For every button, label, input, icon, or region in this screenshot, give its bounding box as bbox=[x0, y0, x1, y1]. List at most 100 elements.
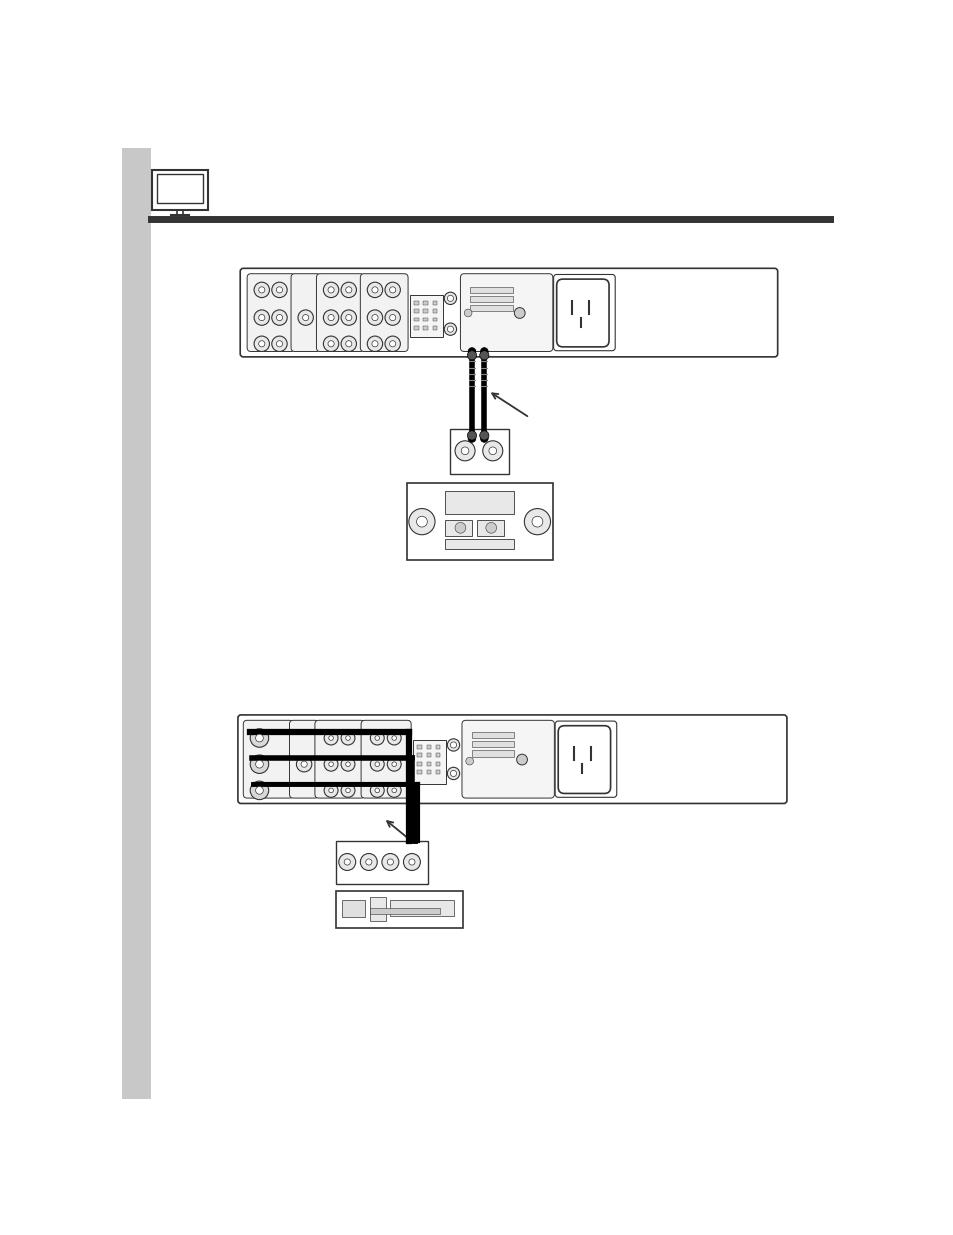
FancyBboxPatch shape bbox=[314, 720, 365, 798]
Circle shape bbox=[385, 282, 400, 298]
Circle shape bbox=[375, 788, 379, 793]
FancyBboxPatch shape bbox=[360, 274, 408, 352]
Bar bbox=[436, 753, 440, 757]
Bar bbox=[416, 753, 421, 757]
Circle shape bbox=[338, 853, 355, 871]
Circle shape bbox=[514, 308, 524, 319]
Bar bbox=[470, 287, 513, 293]
Bar bbox=[370, 898, 385, 920]
FancyBboxPatch shape bbox=[553, 274, 615, 351]
Circle shape bbox=[447, 739, 459, 751]
Circle shape bbox=[328, 341, 334, 347]
Circle shape bbox=[250, 729, 269, 747]
Circle shape bbox=[341, 731, 355, 745]
Bar bbox=[341, 900, 365, 918]
Circle shape bbox=[360, 853, 376, 871]
Bar bbox=[413, 740, 445, 784]
Bar bbox=[433, 326, 436, 330]
FancyBboxPatch shape bbox=[237, 715, 786, 804]
Circle shape bbox=[372, 287, 377, 293]
Bar bbox=[476, 520, 504, 536]
Circle shape bbox=[385, 310, 400, 325]
Circle shape bbox=[464, 309, 472, 317]
Bar bbox=[414, 317, 418, 321]
Circle shape bbox=[444, 293, 456, 305]
Circle shape bbox=[485, 522, 497, 534]
Circle shape bbox=[272, 336, 287, 352]
Circle shape bbox=[372, 341, 377, 347]
FancyBboxPatch shape bbox=[291, 274, 320, 352]
Circle shape bbox=[465, 757, 473, 764]
Bar bbox=[436, 762, 440, 766]
Bar bbox=[423, 326, 428, 330]
Circle shape bbox=[387, 731, 400, 745]
Circle shape bbox=[345, 736, 350, 740]
Circle shape bbox=[480, 347, 488, 356]
Circle shape bbox=[255, 787, 263, 794]
Circle shape bbox=[323, 336, 338, 352]
Circle shape bbox=[392, 762, 396, 767]
Circle shape bbox=[387, 858, 393, 864]
Bar bbox=[406, 483, 552, 561]
Circle shape bbox=[323, 310, 338, 325]
Circle shape bbox=[329, 788, 333, 793]
FancyBboxPatch shape bbox=[243, 720, 293, 798]
Circle shape bbox=[460, 447, 469, 454]
Circle shape bbox=[329, 736, 333, 740]
Bar bbox=[152, 169, 208, 210]
Bar bbox=[426, 745, 431, 748]
FancyBboxPatch shape bbox=[460, 274, 552, 352]
Circle shape bbox=[341, 336, 356, 352]
Circle shape bbox=[276, 287, 282, 293]
Bar bbox=[433, 300, 436, 305]
Bar bbox=[416, 745, 421, 748]
Circle shape bbox=[467, 351, 476, 359]
Circle shape bbox=[375, 736, 379, 740]
Circle shape bbox=[370, 757, 384, 771]
Circle shape bbox=[370, 783, 384, 798]
Circle shape bbox=[329, 762, 333, 767]
Circle shape bbox=[258, 315, 265, 321]
Circle shape bbox=[365, 858, 372, 864]
Circle shape bbox=[250, 782, 269, 799]
Bar bbox=[470, 305, 513, 311]
Circle shape bbox=[258, 341, 265, 347]
Bar bbox=[426, 753, 431, 757]
Circle shape bbox=[345, 315, 352, 321]
Circle shape bbox=[409, 509, 435, 535]
Circle shape bbox=[296, 757, 312, 772]
Circle shape bbox=[255, 734, 263, 742]
FancyBboxPatch shape bbox=[361, 720, 411, 798]
Bar bbox=[436, 771, 440, 774]
Circle shape bbox=[372, 315, 377, 321]
Bar bbox=[416, 762, 421, 766]
Bar bbox=[472, 741, 514, 747]
Circle shape bbox=[297, 310, 313, 325]
Circle shape bbox=[344, 858, 350, 864]
Bar bbox=[370, 908, 439, 914]
Circle shape bbox=[387, 757, 400, 771]
Bar bbox=[472, 732, 514, 739]
Circle shape bbox=[468, 347, 476, 356]
Circle shape bbox=[447, 326, 453, 332]
Bar bbox=[121, 148, 151, 1099]
Bar bbox=[426, 771, 431, 774]
FancyBboxPatch shape bbox=[555, 721, 616, 798]
Bar bbox=[450, 430, 508, 474]
FancyBboxPatch shape bbox=[557, 279, 608, 347]
Bar bbox=[436, 745, 440, 748]
Circle shape bbox=[488, 447, 497, 454]
Circle shape bbox=[345, 287, 352, 293]
FancyBboxPatch shape bbox=[461, 720, 554, 798]
Bar bbox=[416, 771, 421, 774]
Circle shape bbox=[276, 315, 282, 321]
Circle shape bbox=[328, 287, 334, 293]
Circle shape bbox=[345, 341, 352, 347]
Bar bbox=[389, 900, 453, 916]
Circle shape bbox=[467, 431, 476, 440]
Circle shape bbox=[367, 310, 382, 325]
Bar bbox=[335, 841, 428, 883]
Circle shape bbox=[250, 755, 269, 773]
Bar bbox=[414, 326, 418, 330]
Circle shape bbox=[389, 287, 395, 293]
